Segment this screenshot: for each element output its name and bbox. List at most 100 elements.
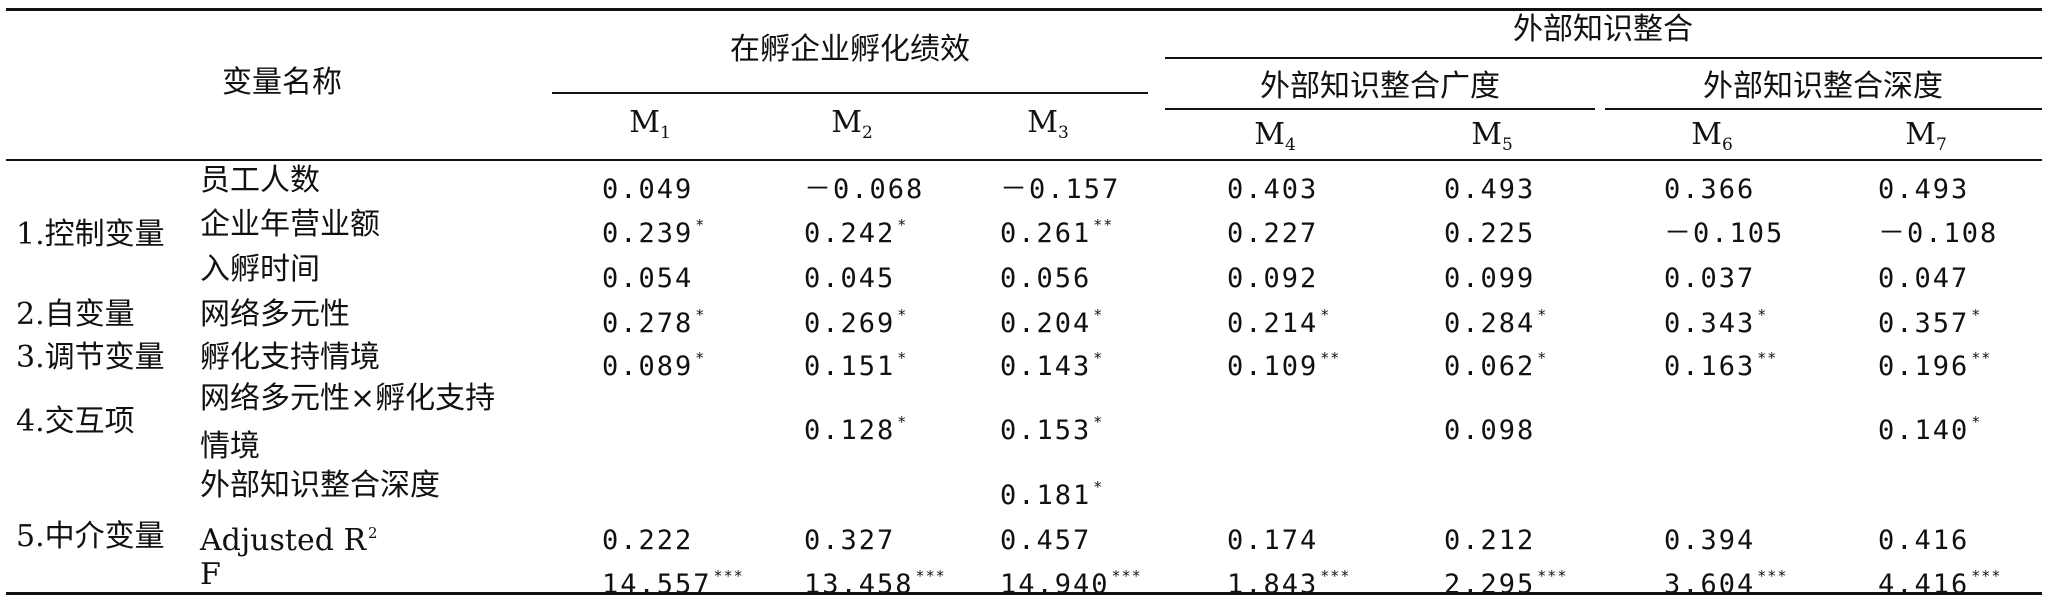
cell-value: 14.940 [1000,569,1110,600]
category-moderator: 3.调节变量 [16,340,165,375]
cell-diversity-m3: 0.204 * [1000,301,1103,338]
cell-value: 0.045 [804,263,896,294]
significance-stars: ** [1320,349,1341,367]
cell-value: 0.239 [602,218,694,249]
cell-value: 0.204 [1000,308,1092,339]
cell-support-m1: 0.089 * [602,344,705,381]
header-incubation-performance: 在孵企业孵化绩效 [730,32,970,67]
cell-value: －0.105 [1664,218,1785,249]
cell-value: －0.108 [1878,218,1999,249]
significance-stars: ** [1757,349,1778,367]
cell-support-m5: 0.062 * [1444,344,1547,381]
cell-value: 0.343 [1664,308,1756,339]
model-base: M [1471,117,1502,152]
cell-adj-r2-m6: 0.394 [1664,518,1757,555]
cell-value: 0.493 [1444,174,1536,205]
var-revenue: 企业年营业额 [200,207,380,242]
cell-interaction-m3: 0.153 * [1000,408,1103,445]
significance-stars: * [1537,349,1548,367]
cell-value: 0.278 [602,308,694,339]
significance-stars: * [1320,306,1331,324]
cell-adj-r2-m1: 0.222 [602,518,695,555]
cell-value: 0.092 [1227,263,1319,294]
significance-stars: *** [1320,567,1351,585]
header-depth: 外部知识整合深度 [1703,69,1943,104]
significance-stars: * [1971,306,1982,324]
cell-support-m2: 0.151 * [804,344,907,381]
cell-value: 0.403 [1227,174,1319,205]
var-f: F [200,557,221,592]
cell-value: 0.222 [602,525,694,556]
cell-interaction-m5: 0.098 [1444,408,1537,445]
cell-value: 14.557 [602,569,712,600]
cell-value: 2.295 [1444,569,1536,600]
cell-ext-depth-m4 [1227,473,1229,510]
significance-stars: ** [1093,216,1114,234]
cell-diversity-m1: 0.278 * [602,301,705,338]
cell-value: 1.843 [1227,569,1319,600]
cell-revenue-m3: 0.261 ** [1000,211,1113,248]
cell-employees-m5: 0.493 [1444,167,1537,204]
var-employees: 员工人数 [200,163,320,198]
cell-revenue-m1: 0.239 * [602,211,705,248]
model-header-m6: M6 [1691,120,1733,160]
cell-value: 0.153 [1000,415,1092,446]
cell-support-m3: 0.143 * [1000,344,1103,381]
cell-interaction-m2: 0.128 * [804,408,907,445]
significance-stars: ** [1971,349,1992,367]
cell-support-m7: 0.196 ** [1878,344,1991,381]
cell-value: 0.493 [1878,174,1970,205]
model-subscript: 2 [861,123,873,143]
cell-value: 13.458 [804,569,914,600]
var-diversity: 网络多元性 [200,297,350,332]
significance-stars: * [897,349,908,367]
model-header-m5: M5 [1471,120,1513,160]
cell-value: 0.327 [804,525,896,556]
model-subscript: 7 [1935,135,1947,155]
significance-stars: * [695,306,706,324]
cell-value: 0.062 [1444,351,1536,382]
cell-support-m4: 0.109 ** [1227,344,1340,381]
significance-stars: * [1757,306,1768,324]
category-control: 1.控制变量 [16,217,165,252]
significance-stars: * [1093,413,1104,431]
cell-adj-r2-m7: 0.416 [1878,518,1971,555]
cell-value: 0.212 [1444,525,1536,556]
cell-value: 0.089 [602,351,694,382]
cell-value: 0.196 [1878,351,1970,382]
var-interaction-line1: 网络多元性×孵化支持 [200,381,496,416]
significance-stars: *** [1971,567,2002,585]
perf-group-rule [552,92,1148,94]
cell-incubation-time-m1: 0.054 [602,256,695,293]
header-variable-name: 变量名称 [222,65,342,100]
cell-incubation-time-m2: 0.045 [804,256,897,293]
cell-value: 0.416 [1878,525,1970,556]
cell-incubation-time-m3: 0.056 [1000,256,1093,293]
cell-f-m7: 4.416 *** [1878,562,2001,599]
cell-adj-r2-m3: 0.457 [1000,518,1093,555]
var-incubation-time: 入孵时间 [200,252,320,287]
significance-stars: * [1093,306,1104,324]
cell-f-m6: 3.604 *** [1664,562,1787,599]
model-subscript: 4 [1284,135,1296,155]
cell-value: 0.174 [1227,525,1319,556]
header-bottom-rule [6,159,2042,161]
adjusted-r2-sup: 2 [368,524,379,542]
cell-employees-m3: －0.157 [1000,167,1122,204]
significance-stars: *** [1111,567,1142,585]
cell-ext-depth-m5 [1444,473,1446,510]
cell-diversity-m2: 0.269 * [804,301,907,338]
cell-value: 0.225 [1444,218,1536,249]
cell-f-m5: 2.295 *** [1444,562,1567,599]
category-independent: 2.自变量 [16,297,135,332]
cell-value: 0.366 [1664,174,1756,205]
significance-stars: * [1093,349,1104,367]
cell-value: 0.151 [804,351,896,382]
cell-ext-depth-m6 [1664,473,1666,510]
cell-value: 0.163 [1664,351,1756,382]
significance-stars: *** [1537,567,1568,585]
significance-stars: * [897,216,908,234]
header-breadth: 外部知识整合广度 [1260,69,1500,104]
model-subscript: 6 [1721,135,1733,155]
